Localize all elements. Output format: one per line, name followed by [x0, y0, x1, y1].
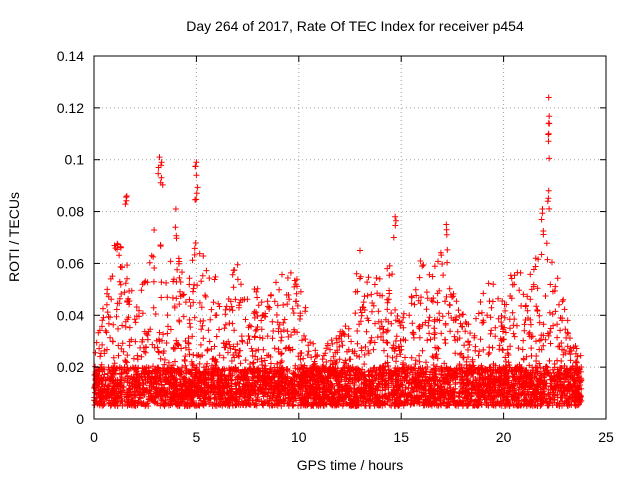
- y-tick-label: 0.14: [57, 48, 84, 64]
- x-tick-label: 0: [90, 429, 98, 445]
- x-tick-label: 15: [393, 429, 409, 445]
- plot-border: [93, 55, 607, 420]
- x-axis-label: GPS time / hours: [296, 457, 404, 473]
- y-tick-label: 0.1: [65, 152, 85, 168]
- x-tick-label: 25: [598, 429, 614, 445]
- y-axis-label: ROTI / TECUs: [6, 192, 22, 282]
- x-tick-label: 5: [193, 429, 201, 445]
- x-tick-label: 10: [291, 429, 307, 445]
- plot-frame: [93, 55, 607, 420]
- x-tick-label: 20: [496, 429, 512, 445]
- data-markers: [91, 94, 585, 409]
- y-tick-label: 0.02: [57, 359, 84, 375]
- y-tick-label: 0.12: [57, 100, 84, 116]
- data-points: [91, 94, 585, 409]
- x-axis-ticks: 0 5 10 15 20 25: [90, 56, 614, 445]
- y-tick-label: 0.04: [57, 307, 84, 323]
- y-tick-label: 0: [76, 411, 84, 427]
- y-tick-label: 0.06: [57, 255, 84, 271]
- y-axis-ticks: 0 0.02 0.04 0.06 0.08 0.1 0.12 0.14: [57, 48, 606, 427]
- chart-title: Day 264 of 2017, Rate Of TEC Index for r…: [186, 18, 524, 34]
- y-tick-label: 0.08: [57, 204, 84, 220]
